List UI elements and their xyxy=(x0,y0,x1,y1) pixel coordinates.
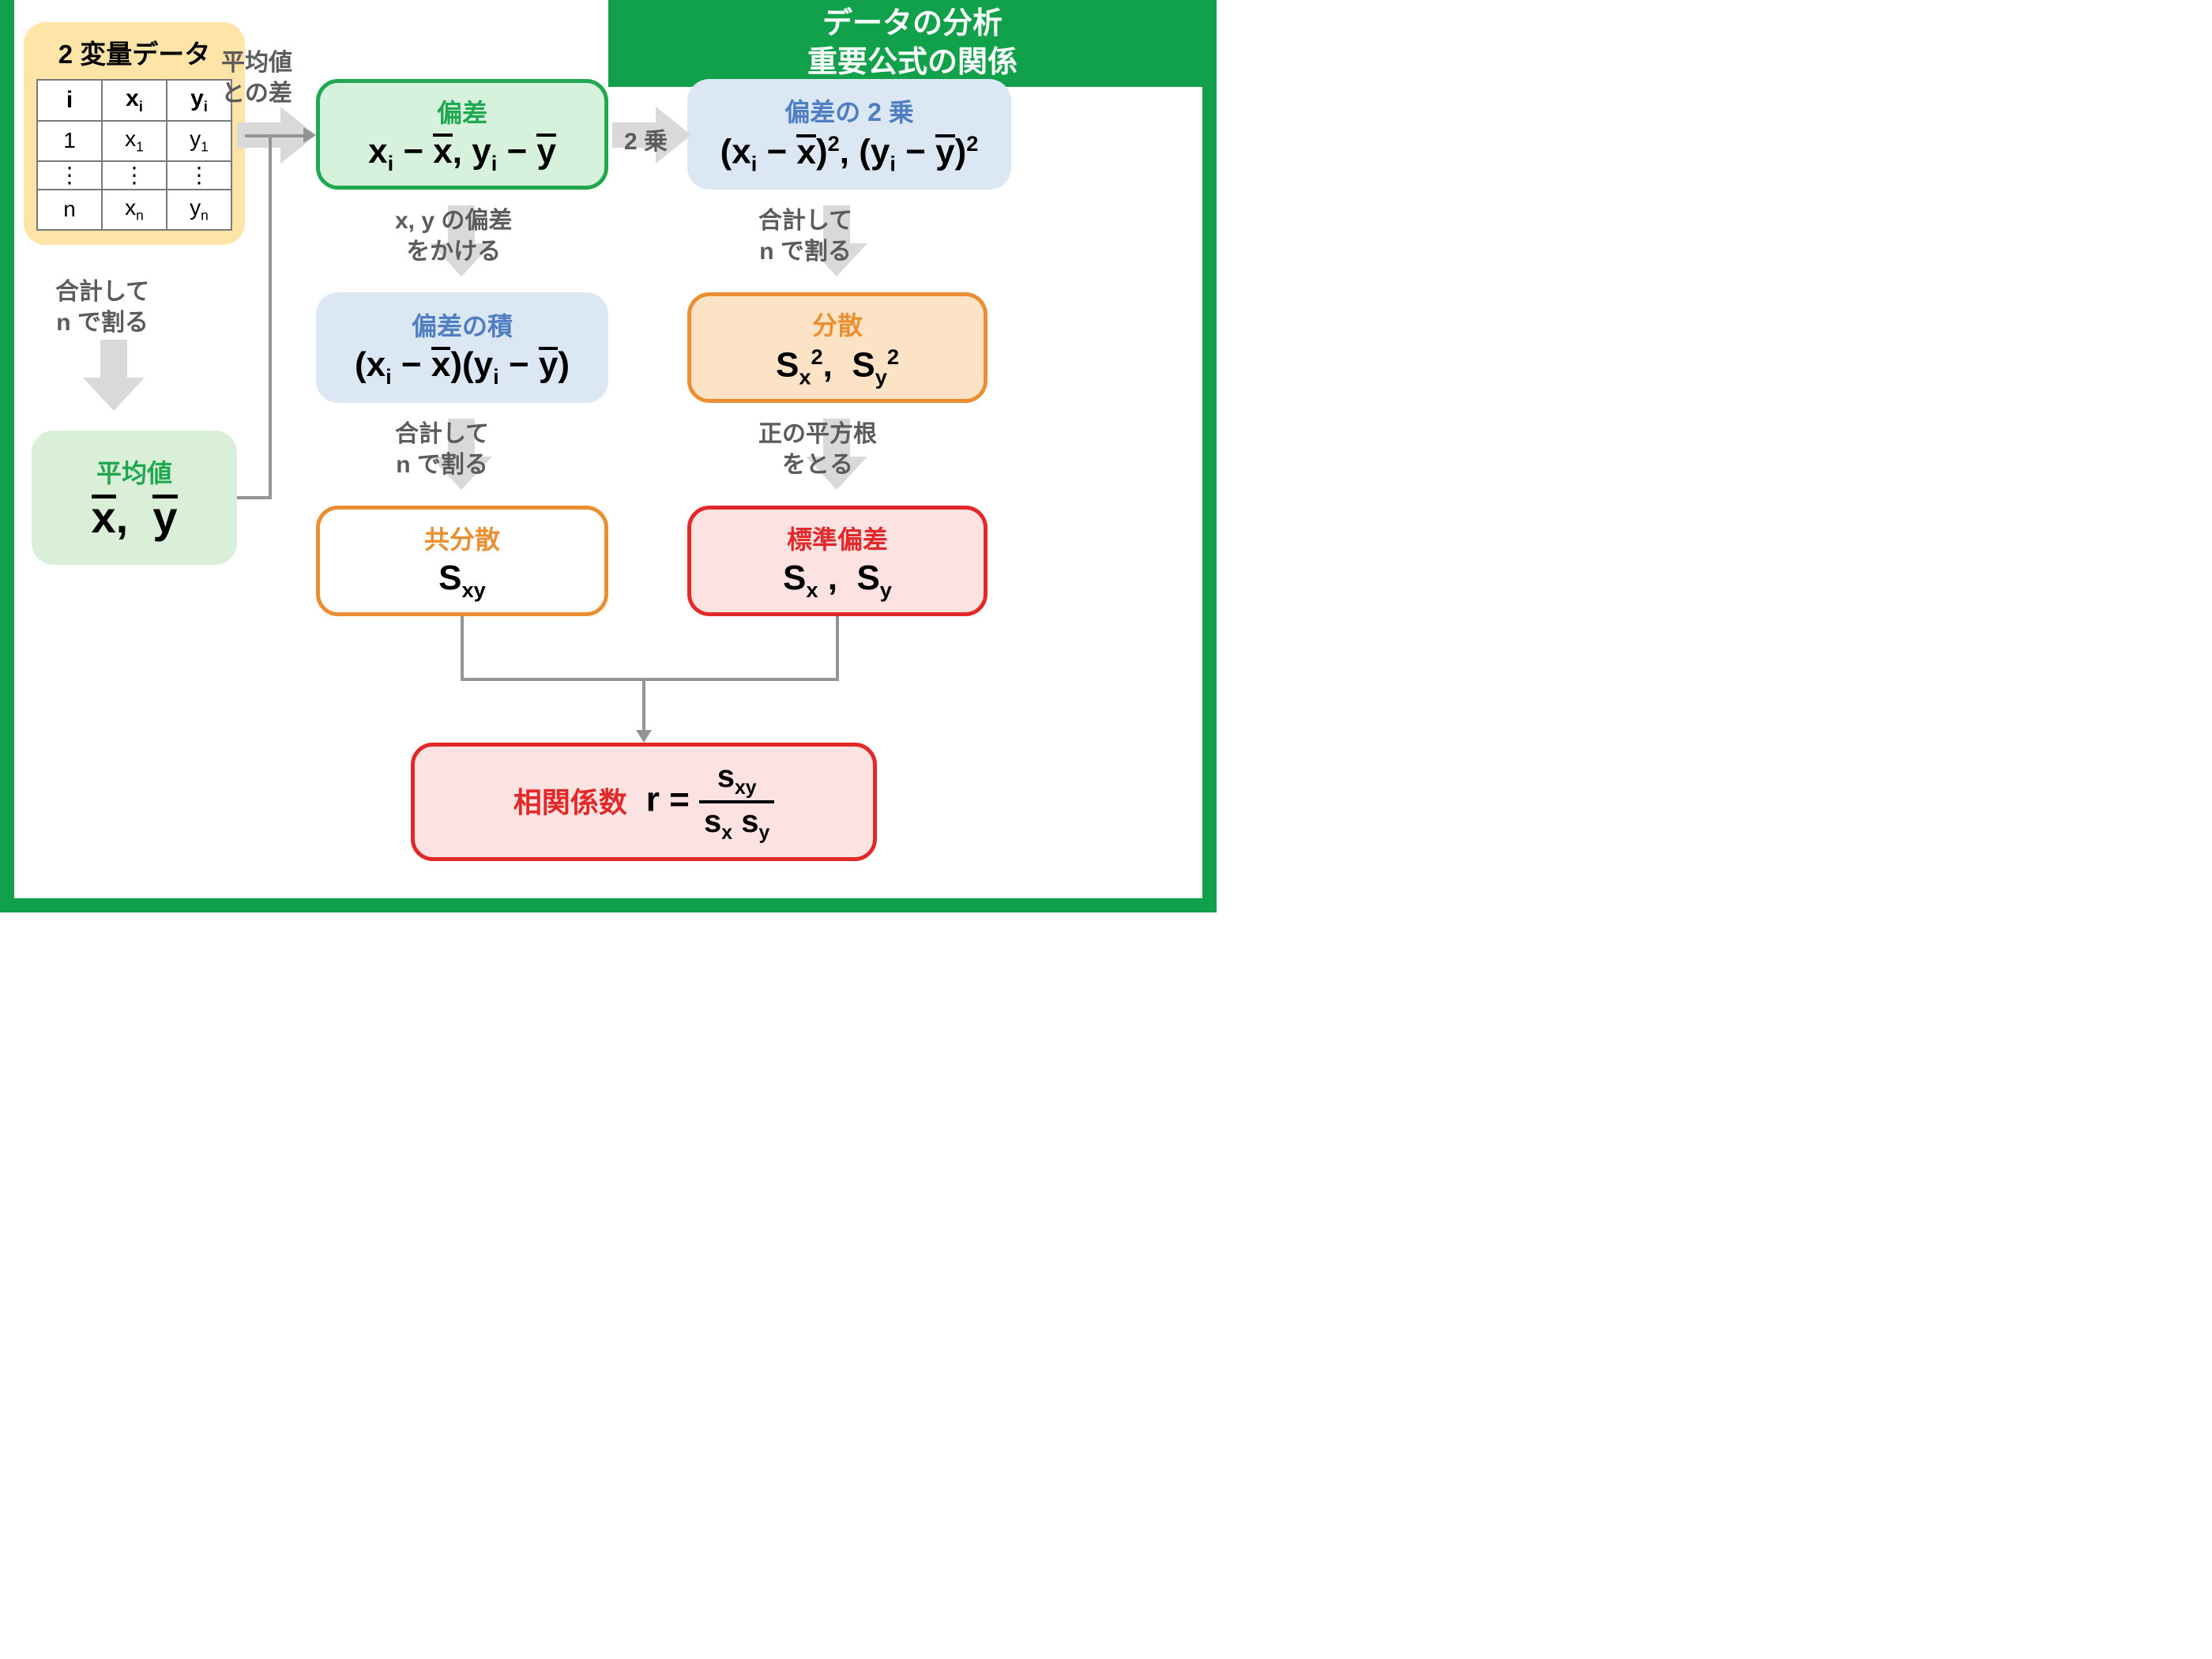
node-dev_sq: 偏差の 2 乗(xi − x)2, (yi − y)2 xyxy=(687,79,1011,190)
node-title-correlation: 相関係数 xyxy=(514,780,627,821)
connector-line xyxy=(836,616,839,679)
node-deviation: 偏差xi − x, yi − y xyxy=(316,79,608,190)
connector-line xyxy=(642,679,645,732)
node-title-stddev: 標準偏差 xyxy=(787,520,888,556)
node-covariance: 共分散Sxy xyxy=(316,506,608,616)
node-formula-covariance: Sxy xyxy=(438,559,486,602)
connector-line xyxy=(237,496,272,499)
node-dev_prod: 偏差の積(xi − x)(yi − y) xyxy=(316,292,608,403)
node-title-dev_prod: 偏差の積 xyxy=(412,307,513,343)
node-title-covariance: 共分散 xyxy=(424,520,500,556)
connector-line xyxy=(269,136,272,499)
header-line2: 重要公式の関係 xyxy=(608,43,1217,82)
bivariate-data-table: i xi yi 1x1y1 ⋮⋮⋮ nxnyn xyxy=(36,79,232,231)
connector-line xyxy=(245,134,304,137)
node-title-dev_sq: 偏差の 2 乗 xyxy=(784,92,914,129)
node-formula-correlation: r = sxysx sy xyxy=(646,760,774,844)
node-formula-dev_sq: (xi − x)2, (yi − y)2 xyxy=(720,132,979,175)
arrow-down-icon xyxy=(83,340,145,411)
edge-label-dev_to_prod: x, y の偏差 をかける xyxy=(395,205,512,267)
bivariate-data-box: 2 変量データ i xi yi 1x1y1 ⋮⋮⋮ nxnyn xyxy=(24,22,245,245)
node-formula-variance: Sx2, Sy2 xyxy=(776,345,899,389)
node-formula-mean: x, y xyxy=(92,493,178,542)
node-stddev: 標準偏差Sx , Sy xyxy=(687,506,988,616)
connector-arrowhead-icon xyxy=(303,127,316,143)
node-title-mean: 平均値 xyxy=(96,453,172,490)
connector-line xyxy=(461,678,839,681)
edge-label-var_to_sd: 正の平方根 をとる xyxy=(758,419,877,480)
header-bar: データの分析 重要公式の関係 xyxy=(608,0,1217,87)
node-mean: 平均値x, y xyxy=(32,431,237,565)
node-correlation: 相関係数 r = sxysx sy xyxy=(411,743,877,861)
bivariate-data-title: 2 変量データ xyxy=(36,33,232,71)
node-title-deviation: 偏差 xyxy=(437,93,487,130)
node-title-variance: 分散 xyxy=(812,306,863,342)
connector-arrowhead-icon xyxy=(636,730,652,743)
node-variance: 分散Sx2, Sy2 xyxy=(687,292,988,403)
connector-line xyxy=(461,616,464,679)
header-line1: データの分析 xyxy=(608,5,1217,43)
edge-label-devsq_to_var: 合計して n で割る xyxy=(758,205,852,267)
edge-label-to_dev: 平均値 との差 xyxy=(221,47,292,109)
node-formula-stddev: Sx , Sy xyxy=(783,559,892,602)
edge-label-to_devsq: 2 乗 xyxy=(624,126,668,157)
node-formula-deviation: xi − x, yi − y xyxy=(368,133,556,175)
node-formula-dev_prod: (xi − x)(yi − y) xyxy=(355,346,570,389)
edge-label-prod_to_cov: 合計して n で割る xyxy=(395,419,489,480)
edge-label-to_mean: 合計して n で割る xyxy=(55,276,149,338)
